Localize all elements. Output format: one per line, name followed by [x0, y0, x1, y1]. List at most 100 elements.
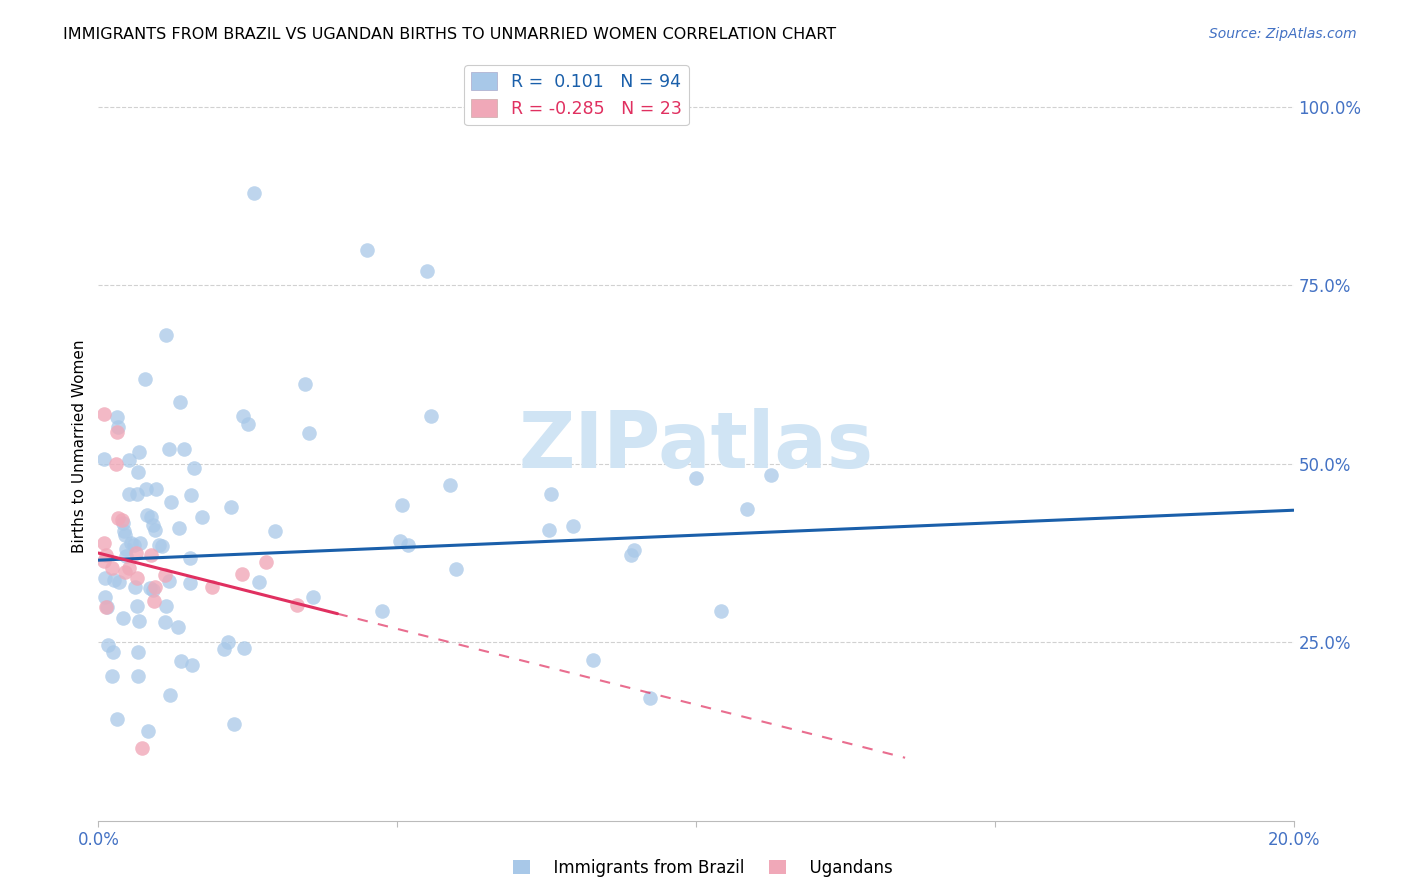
Point — [285, 598, 308, 612]
Point — [231, 566, 253, 581]
Point — [101, 561, 124, 575]
Point — [96, 600, 118, 615]
Point — [233, 640, 256, 655]
Point — [201, 580, 224, 594]
Point — [142, 518, 165, 533]
Point — [118, 561, 141, 575]
Point — [247, 574, 270, 589]
Point — [181, 657, 204, 672]
Point — [120, 536, 142, 550]
Point — [236, 417, 259, 431]
Point — [97, 638, 120, 652]
Point — [108, 575, 131, 590]
Point — [125, 545, 148, 559]
Point — [122, 538, 145, 552]
Point — [139, 510, 162, 524]
Point — [127, 571, 149, 585]
Point — [302, 590, 325, 604]
Point — [93, 554, 115, 568]
Point — [243, 186, 266, 200]
Point — [191, 509, 214, 524]
Point — [107, 420, 129, 434]
Point — [114, 528, 136, 542]
Point — [128, 536, 150, 550]
Point — [107, 511, 129, 525]
Point — [145, 482, 167, 496]
Point — [759, 468, 782, 483]
Point — [134, 372, 156, 386]
Point — [157, 442, 180, 456]
Point — [111, 611, 134, 625]
Text: IMMIGRANTS FROM BRAZIL VS UGANDAN BIRTHS TO UNMARRIED WOMEN CORRELATION CHART: IMMIGRANTS FROM BRAZIL VS UGANDAN BIRTHS… — [63, 27, 837, 42]
Point — [538, 523, 561, 537]
Point — [179, 576, 201, 591]
Point — [94, 600, 117, 615]
Point — [93, 571, 115, 585]
Point — [127, 599, 149, 613]
Point — [391, 498, 413, 512]
Point — [396, 539, 419, 553]
Point — [153, 615, 176, 630]
Point — [155, 568, 177, 582]
Point — [180, 488, 202, 502]
Point — [420, 409, 443, 423]
Point — [620, 548, 643, 562]
Point — [148, 538, 170, 552]
Point — [173, 442, 195, 456]
Text: ZIPatlas: ZIPatlas — [519, 408, 873, 484]
Point — [264, 524, 287, 538]
Point — [212, 642, 235, 657]
Point — [710, 604, 733, 618]
Text: Source: ZipAtlas.com: Source: ZipAtlas.com — [1209, 27, 1357, 41]
Point — [540, 487, 562, 501]
Point — [389, 533, 412, 548]
Point — [105, 410, 128, 425]
Point — [356, 243, 378, 257]
Point — [157, 574, 180, 588]
Y-axis label: Births to Unmarried Women: Births to Unmarried Women — [72, 339, 87, 553]
Point — [638, 690, 661, 705]
Point — [179, 551, 201, 566]
Point — [136, 508, 159, 523]
Point — [139, 548, 162, 562]
Point — [93, 452, 115, 467]
Legend:   Immigrants from Brazil,   Ugandans: Immigrants from Brazil, Ugandans — [506, 853, 900, 884]
Point — [107, 425, 129, 440]
Point — [114, 565, 136, 579]
Point — [170, 654, 193, 668]
Point — [114, 541, 136, 556]
Point — [150, 540, 173, 554]
Point — [138, 724, 160, 739]
Legend: R =  0.101   N = 94, R = -0.285   N = 23: R = 0.101 N = 94, R = -0.285 N = 23 — [464, 65, 689, 125]
Point — [167, 521, 190, 535]
Point — [298, 426, 321, 441]
Point — [135, 482, 157, 496]
Point — [111, 513, 134, 527]
Point — [143, 523, 166, 537]
Point — [131, 741, 153, 756]
Point — [128, 615, 150, 629]
Point — [232, 409, 254, 424]
Point — [582, 653, 605, 667]
Point — [112, 524, 135, 539]
Point — [112, 516, 135, 530]
Point — [143, 594, 166, 608]
Point — [124, 580, 146, 594]
Point — [416, 264, 439, 278]
Point — [562, 519, 585, 533]
Point — [101, 645, 124, 659]
Point — [623, 543, 645, 558]
Point — [105, 457, 128, 471]
Point — [138, 582, 160, 596]
Point — [159, 688, 181, 702]
Point — [219, 500, 242, 514]
Point — [103, 573, 125, 587]
Point — [155, 599, 177, 613]
Point — [444, 562, 467, 576]
Point — [93, 407, 115, 421]
Point — [159, 495, 181, 509]
Point — [254, 556, 277, 570]
Point — [125, 487, 148, 501]
Point — [115, 549, 138, 563]
Point — [94, 548, 117, 562]
